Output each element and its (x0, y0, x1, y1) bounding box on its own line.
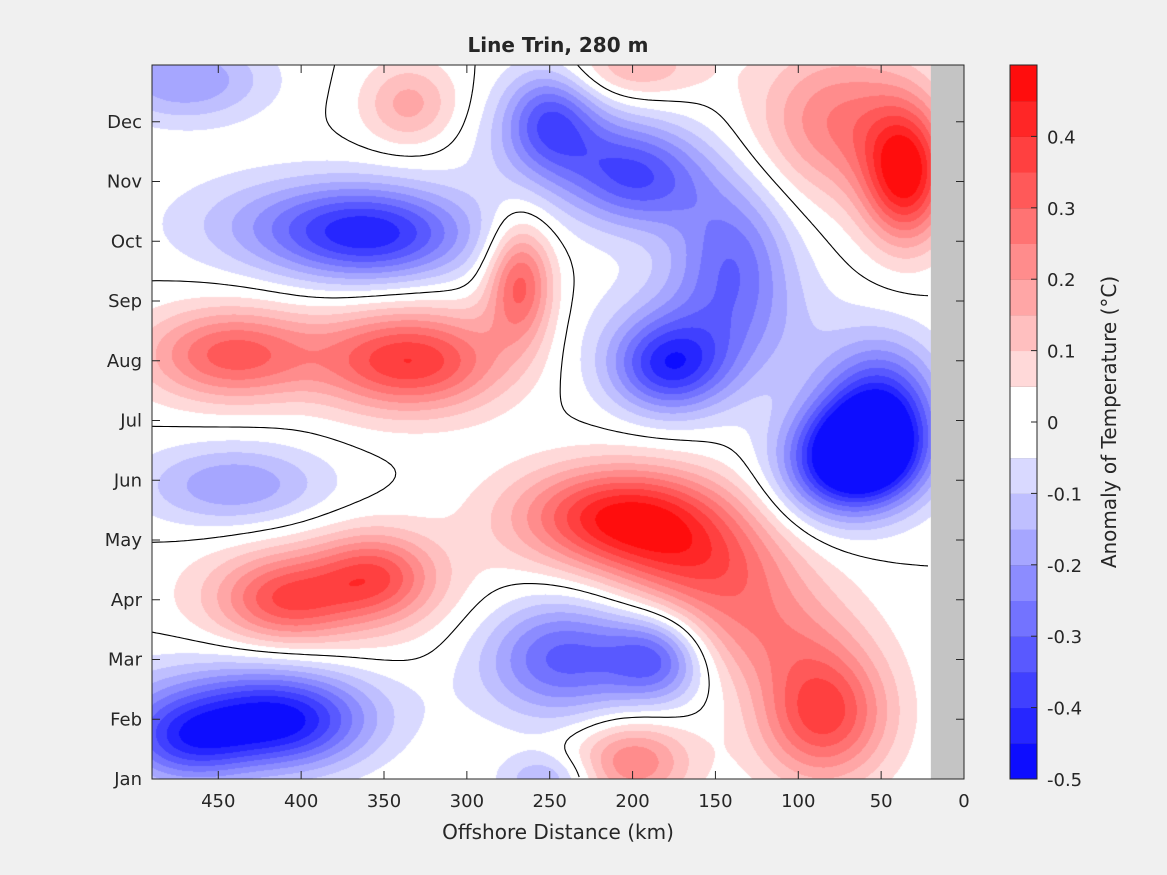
x-tick-label: 250 (533, 791, 567, 812)
colorbar-tick-label: 0.2 (1047, 270, 1076, 291)
colorbar-tick-label: -0.1 (1047, 484, 1082, 505)
plot-frame (151, 64, 965, 780)
x-tick-label: 350 (367, 791, 401, 812)
colorbar-tick-label: -0.3 (1047, 627, 1082, 648)
contour-field (152, 65, 931, 779)
chart-title: Line Trin, 280 m (468, 33, 649, 57)
x-tick-label: 150 (698, 791, 732, 812)
y-tick-label: Nov (107, 172, 142, 193)
colorbar-band (1010, 671, 1037, 709)
colorbar-tick-label: 0.3 (1047, 199, 1076, 220)
y-tick-label: Sep (108, 291, 142, 312)
no-data-region (930, 65, 964, 779)
colorbar-band (1010, 564, 1037, 601)
colorbar-band (1010, 386, 1037, 423)
x-tick-label: 100 (781, 791, 815, 812)
colorbar-tick-label: -0.4 (1047, 699, 1082, 720)
colorbar-band (1010, 600, 1037, 637)
x-tick-label: 200 (615, 791, 649, 812)
x-tick-label: 300 (450, 791, 484, 812)
y-tick-label: May (105, 530, 143, 551)
x-tick-label: 0 (958, 791, 969, 812)
y-tick-label: Jan (113, 769, 142, 790)
colorbar-label: Anomaly of Temperature (°C) (1097, 276, 1121, 568)
colorbar-tick-label: 0 (1047, 413, 1058, 434)
colorbar-tick-label: 0.1 (1047, 342, 1076, 363)
colorbar (1010, 64, 1037, 780)
colorbar-band (1010, 65, 1037, 102)
y-tick-label: Feb (110, 709, 142, 730)
colorbar-band (1010, 100, 1037, 137)
colorbar-band (1010, 457, 1037, 494)
y-axis-ticks: Jan Feb Mar Apr May Jun Jul Aug Sep Oct Nov Dec (105, 112, 964, 790)
colorbar-band (1010, 207, 1037, 244)
colorbar-band (1010, 422, 1037, 459)
y-tick-label: Jun (113, 470, 142, 491)
colorbar-band (1010, 529, 1037, 566)
colorbar-band (1010, 493, 1037, 530)
y-tick-label: Jul (119, 411, 142, 432)
colorbar-band (1010, 636, 1037, 673)
y-tick-label: Aug (107, 351, 142, 372)
x-axis-label: Offshore Distance (km) (442, 820, 674, 844)
colorbar-tick-label: -0.5 (1047, 770, 1082, 791)
colorbar-band (1010, 136, 1037, 173)
y-tick-label: Mar (108, 650, 143, 671)
colorbar-band (1010, 350, 1037, 387)
colorbar-tick-label: -0.2 (1047, 556, 1082, 577)
colorbar-band (1010, 707, 1037, 744)
zero-contour-line (152, 65, 929, 778)
x-tick-label: 450 (201, 791, 235, 812)
y-tick-label: Oct (111, 231, 142, 252)
colorbar-ticks: 0.4 0.3 0.2 0.1 0 -0.1 -0.2 -0.3 -0.4 -0.5 (1031, 127, 1082, 791)
colorbar-band (1010, 279, 1037, 316)
colorbar-band (1010, 243, 1037, 280)
colorbar-band (1010, 743, 1037, 780)
x-tick-label: 50 (870, 791, 893, 812)
y-tick-label: Apr (111, 590, 143, 611)
colorbar-tick-label: 0.4 (1047, 127, 1076, 148)
x-tick-label: 400 (284, 791, 318, 812)
x-axis-ticks: 450 400 350 300 250 200 150 100 50 0 (201, 65, 970, 812)
colorbar-band (1010, 172, 1037, 209)
y-tick-label: Dec (107, 112, 142, 133)
colorbar-band (1010, 314, 1037, 352)
